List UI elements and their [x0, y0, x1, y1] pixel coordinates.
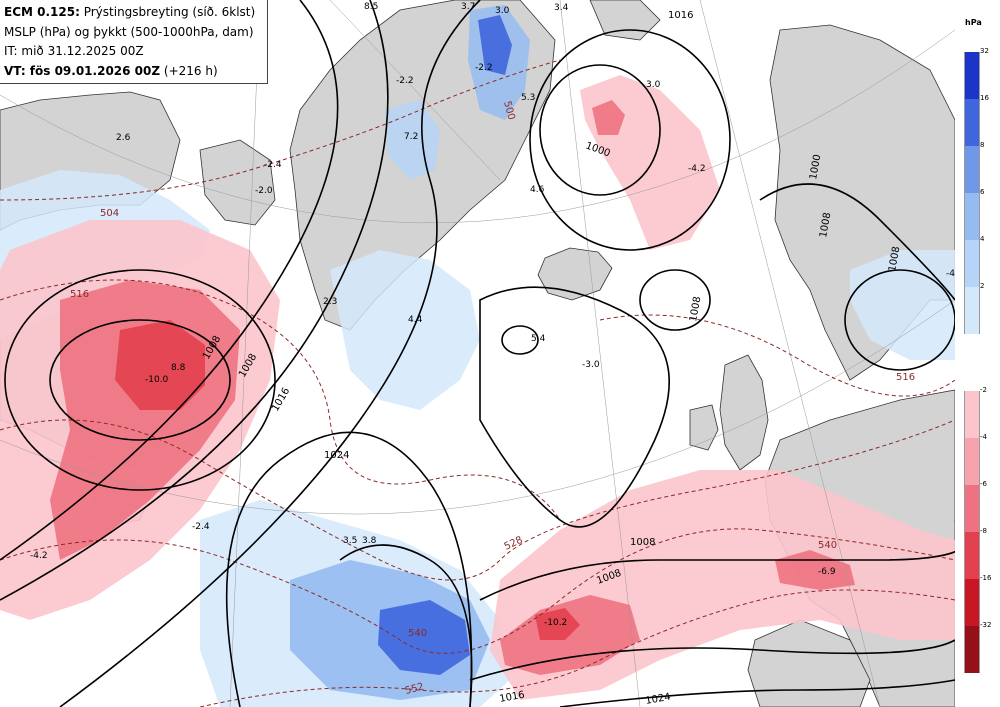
thickness-label: 504: [100, 208, 119, 219]
thickness-label: 540: [408, 628, 427, 639]
svalbard: [589, 0, 661, 41]
legend-tick-label: 4: [980, 235, 985, 243]
legend-tick-label: 16: [980, 94, 989, 102]
change-label: 4.6: [530, 185, 545, 195]
isobar-label: 1024: [324, 450, 349, 461]
change-label: 3.4: [554, 3, 569, 13]
change-label: 8.5: [364, 2, 378, 12]
change-label: -10.0: [145, 375, 169, 385]
change-label: -2.2: [475, 63, 493, 73]
fall-area-south-core: [535, 608, 580, 640]
legend-color-box: [964, 532, 980, 579]
change-label: -2.2: [396, 76, 414, 86]
change-label: -2.4: [264, 160, 282, 170]
thickness-label: 500: [501, 100, 517, 121]
isobar-label: 1008: [688, 296, 703, 323]
change-label: 5.4: [531, 334, 546, 344]
change-label: 3.0: [495, 6, 510, 16]
legend-color-box: [964, 99, 980, 146]
legend-unit: hPa: [965, 18, 982, 27]
change-label: 3.8: [362, 536, 377, 546]
legend-tick-label: 6: [980, 188, 985, 196]
forecast-hour: (+216 h): [163, 63, 218, 78]
change-label: -2.4: [192, 522, 210, 532]
isobar-label: 1008: [630, 537, 655, 548]
rise-area-atlantic-core: [378, 600, 470, 675]
change-label: 2.6: [116, 133, 131, 143]
legend-tick-label: -8: [980, 527, 987, 535]
color-legend: hPa 32 16 8 6 4 2 -2 -4 -6 -8 -16 -32: [955, 0, 1000, 707]
isobar-label: 1016: [499, 690, 526, 705]
legend-tick-label: -4: [980, 433, 987, 441]
legend-color-box: [964, 287, 980, 334]
change-label: -6.9: [818, 567, 836, 577]
legend-color-box: [964, 52, 980, 99]
rise-area-denmark-strait: [330, 250, 480, 410]
header-title-line: ECM 0.125: Prýstingsbreyting (síð. 6klst…: [4, 3, 263, 23]
fall-area-northeast-core: [592, 100, 625, 135]
british-isles: [719, 354, 769, 471]
thickness-lines: [0, 59, 956, 707]
isobar-label: 1000: [808, 154, 823, 181]
change-label: 4.4: [408, 315, 423, 325]
legend-color-box: [964, 579, 980, 626]
isobar-label: 1008: [818, 212, 833, 239]
legend-color-box: [964, 193, 980, 240]
pressure-change-labels: 8.5 3.7 3.0 3.4 3.0 -2.2 -2.2 7.2 2.6 -2…: [30, 2, 964, 628]
legend-tick-label: -16: [980, 574, 992, 582]
isobar-label: 1016: [668, 10, 693, 21]
fields-description: MSLP (hPa) og þykkt (500-1000hPa, dam): [4, 24, 254, 39]
legend-color-box: [964, 391, 980, 438]
change-label: -4.3: [946, 269, 964, 279]
iberia: [747, 619, 871, 707]
rise-area-greenland-core: [478, 15, 512, 75]
isobars: [0, 0, 968, 707]
thickness-label: 516: [70, 289, 89, 300]
isobar-label: 1008: [887, 246, 902, 273]
legend-color-box: [964, 240, 980, 287]
iceland: [537, 247, 613, 301]
pressure-change-shading: [0, 5, 955, 707]
legend-tick-label: 2: [980, 282, 985, 290]
rise-area-baffin: [385, 100, 440, 180]
model-name: ECM 0.125:: [4, 5, 80, 19]
change-label: 2.3: [323, 297, 337, 307]
change-label: -2.0: [255, 186, 273, 196]
thickness-label: 516: [896, 372, 915, 383]
change-label: 5.3: [521, 93, 535, 103]
graticule: [0, 0, 956, 707]
thickness-label: 540: [818, 540, 837, 551]
legend-tick-label: -2: [980, 386, 987, 394]
isobar-label: 1024: [645, 692, 672, 707]
legend-color-box: [964, 146, 980, 193]
legend-tick-label: -6: [980, 480, 987, 488]
change-label: 3.5: [343, 536, 357, 546]
legend-color-box: [964, 438, 980, 485]
valid-time: VT: fös 09.01.2026 00Z: [4, 63, 161, 78]
product-name: Prýstingsbreyting (síð. 6klst): [83, 5, 256, 19]
baffin-island: [199, 139, 276, 226]
fall-area-labrador-core: [115, 320, 205, 410]
change-label: -3.0: [582, 360, 600, 370]
thickness-label: 552: [404, 681, 425, 697]
change-label: 7.2: [404, 132, 418, 142]
initial-time: IT: mið 31.12.2025 00Z: [4, 44, 144, 58]
change-label: 3.7: [461, 2, 475, 12]
header-info-box: ECM 0.125: Prýstingsbreyting (síð. 6klst…: [0, 0, 268, 84]
change-label: 3.0: [646, 80, 661, 90]
legend-tick-label: 8: [980, 141, 985, 149]
valid-time-line: VT: fös 09.01.2026 00Z (+216 h): [4, 62, 263, 82]
change-label: 8.8: [171, 363, 186, 373]
legend-color-box: [964, 626, 980, 673]
legend-tick-label: 32: [980, 47, 989, 55]
change-label: -4.2: [30, 551, 48, 561]
change-label: -10.2: [544, 618, 567, 628]
legend-tick-label: -32: [980, 621, 992, 629]
change-label: -4.2: [688, 164, 706, 174]
legend-color-box: [964, 485, 980, 532]
